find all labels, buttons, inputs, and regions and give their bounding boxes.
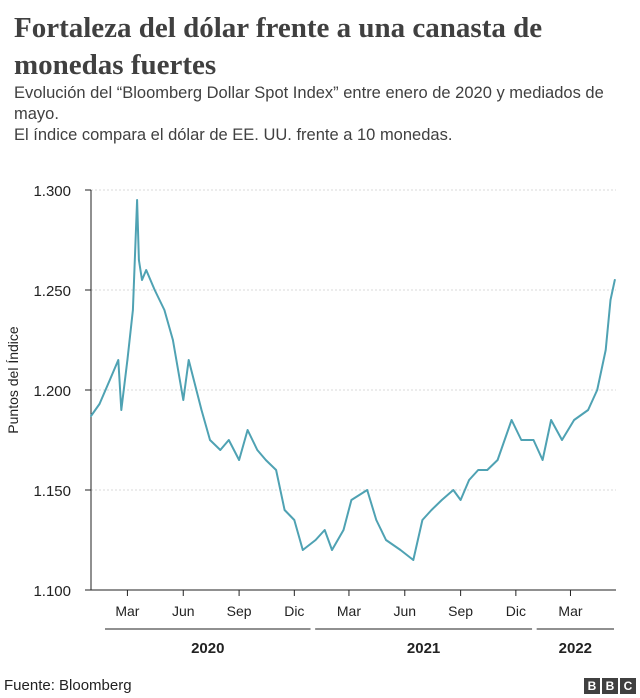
data-point bbox=[182, 399, 185, 401]
year-label: 2020 bbox=[191, 640, 224, 657]
data-point bbox=[323, 529, 326, 531]
data-point bbox=[561, 439, 563, 441]
data-point bbox=[238, 459, 240, 461]
data-point bbox=[459, 499, 462, 501]
y-tick-label: 1.100 bbox=[33, 583, 71, 600]
data-point bbox=[550, 419, 552, 421]
data-point bbox=[141, 279, 143, 281]
data-point bbox=[172, 339, 174, 341]
y-tick-label: 1.150 bbox=[33, 483, 71, 500]
data-point bbox=[90, 415, 92, 417]
data-point bbox=[532, 439, 535, 441]
data-point bbox=[399, 549, 402, 551]
chart-subtitle: Evolución del “Bloomberg Dollar Spot Ind… bbox=[14, 83, 614, 146]
year-label: 2021 bbox=[407, 640, 440, 657]
data-point bbox=[293, 519, 296, 521]
data-point bbox=[264, 459, 267, 461]
data-point bbox=[430, 509, 433, 511]
data-point bbox=[520, 439, 523, 441]
x-tick-label: Mar bbox=[337, 603, 361, 619]
line-chart: 1.100 1.150 1.200 1.250 1.300 Puntos del Índi… bbox=[5, 183, 616, 657]
data-point bbox=[604, 349, 607, 351]
data-point bbox=[412, 559, 415, 561]
data-point bbox=[138, 259, 140, 261]
data-point bbox=[385, 539, 387, 541]
x-tick-label: Jun bbox=[393, 603, 416, 619]
data-point bbox=[302, 549, 304, 551]
data-point bbox=[227, 439, 230, 441]
x-tick-label: Jun bbox=[172, 603, 195, 619]
data-point bbox=[98, 403, 101, 405]
data-point bbox=[486, 469, 489, 471]
data-point bbox=[541, 459, 544, 461]
data-point bbox=[283, 509, 286, 511]
data-point bbox=[596, 389, 598, 391]
y-tick-label: 1.250 bbox=[33, 283, 71, 300]
bbc-logo-letter-2: B bbox=[602, 678, 618, 694]
data-point bbox=[441, 499, 443, 501]
data-point bbox=[200, 409, 203, 411]
x-tick-label: Mar bbox=[115, 603, 139, 619]
x-tick-label: Dic bbox=[506, 603, 526, 619]
y-axis-label: Puntos del Índice bbox=[5, 326, 21, 434]
data-point bbox=[510, 419, 513, 421]
data-point bbox=[145, 269, 148, 271]
data-point bbox=[477, 469, 480, 471]
data-point bbox=[256, 449, 259, 451]
data-point bbox=[573, 419, 575, 421]
series-line bbox=[90, 199, 616, 561]
data-point bbox=[163, 309, 166, 311]
y-tick-label: 1.300 bbox=[33, 183, 71, 200]
data-point bbox=[120, 409, 123, 411]
data-point bbox=[219, 449, 222, 451]
data-point bbox=[452, 489, 455, 491]
x-tick-label: Sep bbox=[448, 603, 473, 619]
data-point bbox=[153, 289, 156, 291]
data-point bbox=[331, 549, 333, 551]
data-point bbox=[609, 299, 612, 301]
data-point bbox=[246, 429, 249, 431]
subtitle-line-2: El índice compara el dólar de EE. UU. fr… bbox=[14, 126, 453, 144]
data-point bbox=[132, 309, 134, 311]
data-point bbox=[496, 459, 499, 461]
data-point bbox=[375, 519, 378, 521]
bbc-logo-letter-1: B bbox=[584, 678, 600, 694]
footer: Fuente: Bloomberg B B C bbox=[0, 672, 640, 698]
year-label: 2022 bbox=[559, 640, 592, 657]
x-tick-label: Mar bbox=[558, 603, 582, 619]
bbc-logo-letter-3: C bbox=[620, 678, 636, 694]
data-point bbox=[613, 279, 616, 281]
data-point bbox=[136, 199, 138, 201]
data-point bbox=[275, 469, 277, 471]
data-point bbox=[109, 379, 111, 381]
data-point bbox=[342, 529, 345, 531]
data-point bbox=[126, 359, 129, 361]
x-tick-label: Sep bbox=[227, 603, 252, 619]
data-point bbox=[314, 539, 317, 541]
data-point bbox=[421, 519, 424, 521]
y-tick-label: 1.200 bbox=[33, 383, 71, 400]
data-point bbox=[468, 479, 470, 481]
bbc-logo: B B C bbox=[584, 678, 636, 694]
x-tick-label: Dic bbox=[284, 603, 304, 619]
source-label: Fuente: Bloomberg bbox=[4, 677, 132, 694]
data-point bbox=[187, 359, 190, 361]
data-point bbox=[350, 499, 353, 501]
chart-title: Fortaleza del dólar frente a una canasta… bbox=[14, 12, 543, 81]
data-point bbox=[366, 489, 368, 491]
data-point bbox=[209, 439, 211, 441]
data-point bbox=[587, 409, 589, 411]
data-point bbox=[117, 359, 120, 361]
subtitle-line-1: Evolución del “Bloomberg Dollar Spot Ind… bbox=[14, 84, 604, 123]
